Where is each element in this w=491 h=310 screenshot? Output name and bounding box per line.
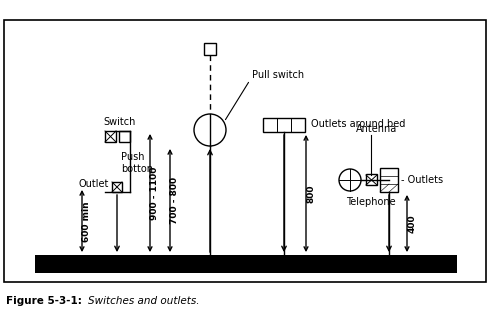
Bar xyxy=(366,174,377,185)
Text: Outlet: Outlet xyxy=(79,179,109,189)
Text: Telephone: Telephone xyxy=(346,197,396,207)
Bar xyxy=(4,20,486,282)
Text: Push
botton: Push botton xyxy=(121,153,153,174)
Text: Outlets around bed: Outlets around bed xyxy=(311,119,406,129)
Text: Figure 5-3-1:: Figure 5-3-1: xyxy=(6,296,82,306)
Text: 600 min: 600 min xyxy=(82,201,91,242)
Bar xyxy=(112,182,122,192)
Bar xyxy=(204,43,216,55)
Text: Antenna: Antenna xyxy=(356,124,397,134)
Bar xyxy=(119,131,130,142)
Text: 700 - 800: 700 - 800 xyxy=(170,177,180,224)
Text: Switch: Switch xyxy=(103,117,136,127)
Text: 800: 800 xyxy=(306,184,316,203)
Bar xyxy=(380,168,398,192)
Bar xyxy=(263,118,305,132)
Bar xyxy=(35,255,457,273)
Text: 400: 400 xyxy=(408,214,416,233)
Text: Pull switch: Pull switch xyxy=(252,70,304,80)
Text: - Outlets: - Outlets xyxy=(401,175,443,185)
Bar xyxy=(105,131,116,142)
Text: Switches and outlets.: Switches and outlets. xyxy=(88,296,199,306)
Text: 900 - 1100: 900 - 1100 xyxy=(151,166,160,220)
